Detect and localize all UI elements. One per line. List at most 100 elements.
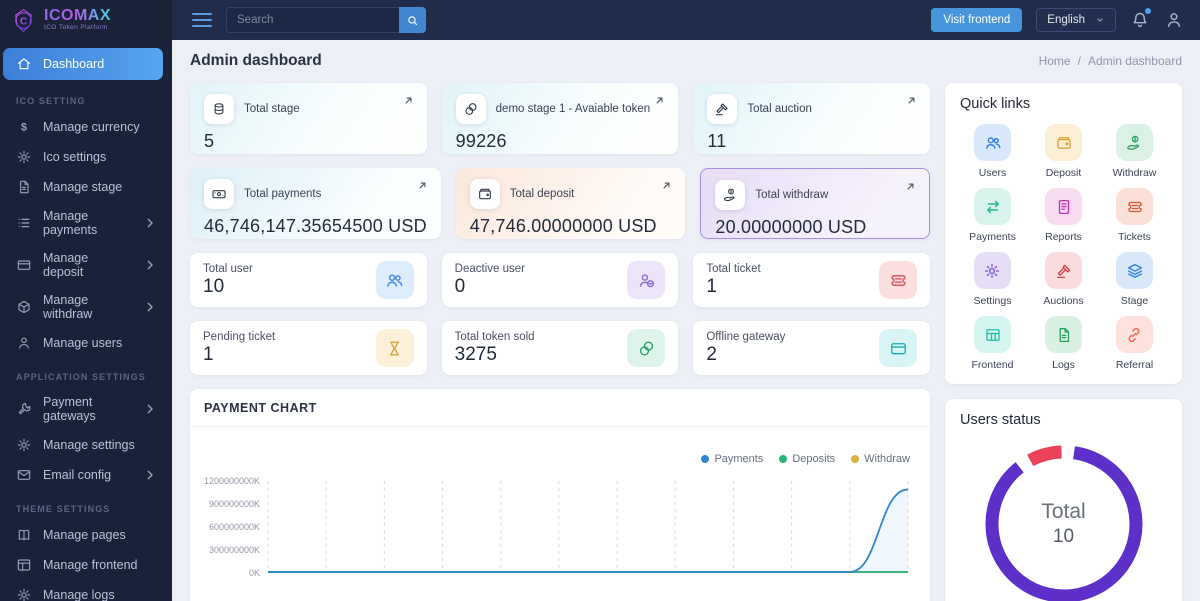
layers-icon (1116, 252, 1153, 289)
user-icon (16, 335, 32, 351)
breadcrumb-current: Admin dashboard (1087, 54, 1182, 68)
quick-link-stage[interactable]: Stage (1116, 252, 1153, 307)
breadcrumb-separator: / (1077, 54, 1081, 68)
icomax-logo-icon: C (15, 8, 32, 32)
mail-icon (16, 467, 32, 483)
file-icon (1045, 316, 1082, 353)
quick-link-logs[interactable]: Logs (1045, 316, 1082, 371)
wrench-icon (16, 401, 32, 417)
quick-link-frontend[interactable]: Frontend (971, 316, 1014, 371)
brand-subtitle: ICO Token Platform (44, 24, 108, 32)
quick-link-referral[interactable]: Referral (1116, 316, 1153, 371)
svg-text:600000000K: 600000000K (209, 522, 260, 532)
quick-link-deposit[interactable]: Deposit (1045, 124, 1082, 179)
list-icon (16, 215, 32, 231)
breadcrumb: Home / Admin dashboard (1039, 54, 1182, 68)
gear-icon (973, 252, 1011, 289)
quick-link-reports[interactable]: Reports (1045, 188, 1082, 243)
payment-chart-card: PAYMENT CHART Payments Deposits Withdraw… (190, 389, 930, 601)
legend-item-deposits: Deposits (779, 453, 835, 465)
mini-card-deactive-user: Deactive user 0 (441, 253, 679, 307)
sidebar-item-label: Manage payments (43, 209, 98, 237)
language-value: English (1047, 14, 1085, 26)
quick-link-settings[interactable]: Settings (973, 252, 1011, 307)
coins-icon (463, 101, 479, 117)
profile-button[interactable] (1164, 10, 1184, 30)
search-input[interactable] (226, 7, 399, 33)
arrows-icon (974, 188, 1011, 225)
sidebar-item-ico-settings[interactable]: Ico settings (0, 142, 172, 172)
open-link-icon[interactable] (402, 94, 415, 107)
sidebar-item-dashboard[interactable]: Dashboard (3, 48, 163, 80)
mini-card-total-user: Total user 10 (190, 253, 427, 307)
gear-icon (16, 587, 32, 601)
ticket-icon (1116, 188, 1153, 225)
stat-card-total-stage: Total stage 5 (190, 83, 427, 154)
mini-card-pending-ticket: Pending ticket 1 (190, 321, 427, 375)
hourglass-icon (375, 329, 414, 367)
sidebar-item-manage-deposit[interactable]: Manage deposit (0, 244, 172, 286)
sidebar-item-label: Email config (43, 468, 112, 482)
search-button[interactable] (399, 7, 426, 33)
dashboard-cards-column: Total stage 5 demo stage 1 - Avaiable to… (190, 83, 930, 601)
topbar-main: Visit frontend English (172, 0, 1200, 40)
sidebar-item-manage-frontend[interactable]: Manage frontend (0, 550, 172, 580)
gear-icon (16, 149, 32, 165)
sidebar-item-manage-pages[interactable]: Manage pages (0, 520, 172, 550)
sidebar-item-manage-users[interactable]: Manage users (0, 328, 172, 358)
user-minus-icon (627, 261, 666, 299)
users-icon (375, 261, 414, 299)
open-link-icon[interactable] (904, 180, 917, 193)
quick-link-withdraw[interactable]: Withdraw (1113, 124, 1156, 179)
quick-links-panel: Quick links Users Deposit Withdraw (945, 83, 1182, 384)
mini-value: 1 (706, 275, 717, 297)
chevron-right-icon (142, 401, 158, 417)
language-select[interactable]: English (1036, 8, 1116, 32)
quick-links-grid: Users Deposit Withdraw Payments (960, 120, 1167, 371)
quick-link-users[interactable]: Users (974, 124, 1011, 179)
stat-value: 99226 (455, 131, 507, 151)
stat-card-total-deposit: Total deposit 47,746.00000000 USD (455, 168, 686, 239)
menu-toggle-icon[interactable] (192, 13, 212, 27)
sidebar-item-label: Manage deposit (43, 251, 89, 279)
svg-text:1200000000K: 1200000000K (204, 476, 260, 486)
breadcrumb-home-link[interactable]: Home (1038, 54, 1071, 68)
quick-link-tickets[interactable]: Tickets (1116, 188, 1153, 243)
sidebar-item-manage-stage[interactable]: Manage stage (0, 172, 172, 202)
brand-name: ICOMAX (44, 6, 111, 24)
link-icon (1115, 316, 1153, 353)
quick-link-auctions[interactable]: Auctions (1043, 252, 1084, 307)
brand[interactable]: C ICOMAX ICO Token Platform (0, 0, 172, 40)
notifications-button[interactable] (1130, 8, 1151, 30)
donut-center-value: 10 (1052, 526, 1075, 547)
chart-legend: Payments Deposits Withdraw (190, 427, 930, 473)
sidebar-item-manage-payments[interactable]: Manage payments (0, 202, 172, 244)
sidebar-item-payment-gateways[interactable]: Payment gateways (0, 388, 172, 430)
visit-frontend-button[interactable]: Visit frontend (931, 8, 1023, 32)
mini-value: 3275 (454, 343, 497, 365)
sidebar-item-manage-logs[interactable]: Manage logs (0, 580, 172, 601)
open-link-icon[interactable] (660, 179, 673, 192)
sidebar-item-manage-withdraw[interactable]: Manage withdraw (0, 286, 172, 328)
search-bar (226, 7, 426, 33)
hand-dollar-icon (722, 187, 738, 203)
legend-item-withdraw: Withdraw (851, 453, 910, 465)
mini-card-offline-gateway: Offline gateway 2 (693, 321, 930, 375)
sidebar-item-email-config[interactable]: Email config (0, 460, 172, 490)
open-link-icon[interactable] (905, 94, 918, 107)
brand-text: ICOMAX ICO Token Platform (44, 6, 111, 33)
open-link-icon[interactable] (416, 179, 429, 192)
open-link-icon[interactable] (653, 94, 666, 107)
legend-dot (701, 455, 710, 463)
chevron-right-icon (142, 257, 158, 273)
main-content: Admin dashboard Home / Admin dashboard T… (172, 40, 1200, 601)
quick-link-payments[interactable]: Payments (969, 188, 1016, 243)
stat-value: 5 (204, 131, 215, 151)
sidebar-item-manage-currency[interactable]: Manage currency (0, 112, 172, 142)
card-icon (16, 257, 32, 273)
home-icon (16, 56, 32, 72)
layout-icon (16, 557, 32, 573)
sidebar-item-label: Manage pages (43, 528, 126, 542)
sidebar-item-manage-settings[interactable]: Manage settings (0, 430, 172, 460)
